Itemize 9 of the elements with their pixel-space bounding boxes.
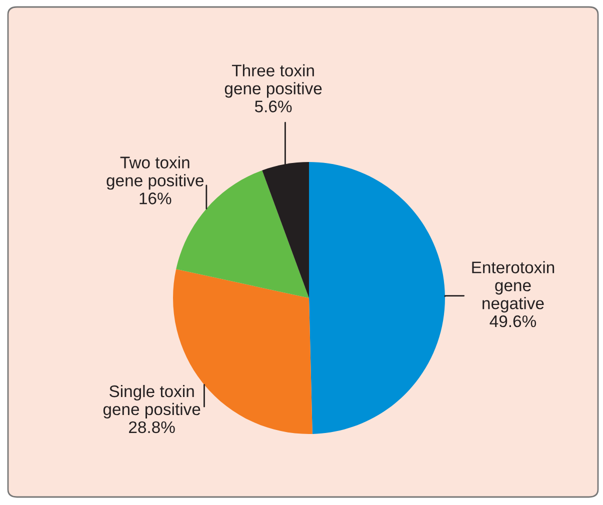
slice-label: Enterotoxin gene negative [472,261,554,313]
slice-label: Two toxin gene positive [106,156,204,190]
data-label: 49.6% [490,315,536,328]
data-label: 16% [140,192,172,204]
pie-slice [309,162,445,434]
slice-label: Single toxin gene positive [103,384,200,418]
data-label: 28.8% [129,421,175,434]
slice-label: Three toxin gene positive [224,64,322,98]
data-label: 5.6% [254,100,292,112]
